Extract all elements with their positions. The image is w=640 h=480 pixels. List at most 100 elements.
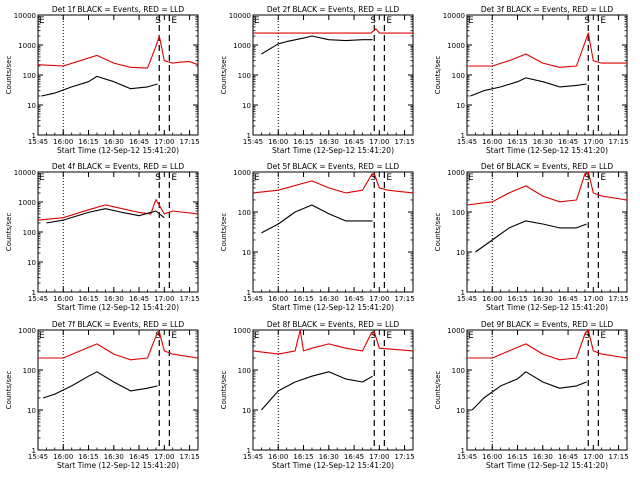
y-axis-label: Counts/sec bbox=[220, 213, 228, 252]
x-tick-label: 16:00 bbox=[53, 295, 73, 303]
y-tick-label: 100 bbox=[23, 367, 36, 375]
panel-title: Det 2f BLACK = Events, RED = LLD bbox=[267, 5, 400, 14]
y-tick-label: 10000 bbox=[229, 12, 251, 20]
y-tick-label: 100 bbox=[452, 72, 465, 80]
plot-frame bbox=[252, 171, 414, 293]
y-tick-label: 1 bbox=[247, 132, 251, 140]
y-tick-label: 100 bbox=[238, 72, 251, 80]
marker-e-right: E bbox=[386, 331, 392, 341]
x-tick-label: 16:15 bbox=[293, 138, 313, 146]
marker-s: S bbox=[584, 16, 590, 26]
y-axis-label: Counts/sec bbox=[5, 56, 13, 95]
y-tick-label: 1 bbox=[247, 447, 251, 455]
y-tick-label: 100 bbox=[23, 72, 36, 80]
y-tick-label: 10 bbox=[27, 102, 36, 110]
y-tick-label: 100 bbox=[238, 367, 251, 375]
marker-s: S bbox=[584, 331, 590, 341]
x-axis-label: Start Time (12-Sep-12 15:41:20) bbox=[272, 461, 394, 470]
series-lld-line bbox=[252, 329, 414, 355]
panel-title: Det 5f BLACK = Events, RED = LLD bbox=[267, 162, 400, 171]
x-tick-label: 16:30 bbox=[533, 453, 553, 461]
x-tick-label: 16:15 bbox=[293, 295, 313, 303]
y-tick-label: 10 bbox=[242, 407, 251, 415]
x-axis-label: Start Time (12-Sep-12 15:41:20) bbox=[57, 146, 179, 155]
x-tick-label: 16:15 bbox=[507, 453, 527, 461]
panel-title: Det 8f BLACK = Events, RED = LLD bbox=[267, 320, 400, 329]
y-axis-label: Counts/sec bbox=[220, 371, 228, 410]
series-events-line bbox=[261, 204, 373, 234]
x-tick-label: 17:00 bbox=[369, 453, 389, 461]
marker-s: S bbox=[155, 16, 161, 26]
panel-2: Det 2f BLACK = Events, RED = LLD 1 10 100 10… bbox=[220, 5, 415, 155]
panel-title: Det 9f BLACK = Events, RED = LLD bbox=[481, 320, 614, 329]
series-lld-line bbox=[38, 331, 199, 361]
x-tick-label: 16:00 bbox=[53, 453, 73, 461]
y-tick-label: 1 bbox=[461, 447, 465, 455]
y-tick-label: 1 bbox=[247, 289, 251, 297]
panel-title: Det 6f BLACK = Events, RED = LLD bbox=[481, 162, 614, 171]
y-tick-label: 1000 bbox=[18, 199, 36, 207]
x-tick-label: 17:15 bbox=[608, 138, 628, 146]
x-tick-label: 16:30 bbox=[319, 295, 339, 303]
y-tick-label: 100 bbox=[452, 209, 465, 217]
series-events-line bbox=[475, 220, 587, 253]
panel-8: Det 8f BLACK = Events, RED = LLD 1 10 100 10… bbox=[220, 320, 415, 470]
marker-e-right: E bbox=[600, 173, 606, 183]
y-axis-label: Counts/sec bbox=[5, 213, 13, 252]
x-tick-label: 16:30 bbox=[319, 453, 339, 461]
marker-s: S bbox=[370, 16, 376, 26]
y-tick-label: 10 bbox=[456, 249, 465, 257]
x-tick-label: 17:00 bbox=[154, 453, 174, 461]
marker-e-left: E bbox=[254, 173, 260, 183]
marker-e-left: E bbox=[468, 331, 474, 341]
panel-title: Det 7f BLACK = Events, RED = LLD bbox=[52, 320, 185, 329]
x-tick-label: 16:30 bbox=[533, 138, 553, 146]
x-axis-label: Start Time (12-Sep-12 15:41:20) bbox=[57, 303, 179, 312]
y-tick-label: 10000 bbox=[14, 12, 36, 20]
y-tick-label: 1000 bbox=[233, 42, 251, 50]
x-axis-label: Start Time (12-Sep-12 15:41:20) bbox=[272, 146, 394, 155]
marker-e-left: E bbox=[39, 16, 45, 26]
x-tick-label: 16:30 bbox=[104, 138, 124, 146]
y-tick-label: 10 bbox=[27, 259, 36, 267]
marker-e-right: E bbox=[171, 173, 177, 183]
x-tick-label: 16:00 bbox=[268, 138, 288, 146]
plot-frame bbox=[37, 14, 199, 136]
y-tick-label: 1 bbox=[461, 289, 465, 297]
x-tick-label: 17:15 bbox=[394, 295, 414, 303]
x-tick-label: 17:15 bbox=[608, 453, 628, 461]
plot-frame bbox=[252, 329, 414, 451]
x-tick-label: 16:15 bbox=[507, 138, 527, 146]
x-tick-label: 16:45 bbox=[558, 453, 578, 461]
x-tick-label: 16:00 bbox=[268, 295, 288, 303]
x-tick-label: 17:00 bbox=[583, 453, 603, 461]
x-tick-label: 16:30 bbox=[104, 453, 124, 461]
y-tick-label: 100 bbox=[23, 229, 36, 237]
y-tick-label: 1000 bbox=[447, 169, 465, 177]
y-tick-label: 1 bbox=[461, 132, 465, 140]
marker-e-left: E bbox=[468, 173, 474, 183]
series-lld-line bbox=[252, 173, 414, 194]
x-tick-label: 16:15 bbox=[507, 295, 527, 303]
x-axis-label: Start Time (12-Sep-12 15:41:20) bbox=[57, 461, 179, 470]
x-tick-label: 16:15 bbox=[78, 138, 98, 146]
panel-1: Det 1f BLACK = Events, RED = LLD 1 10 100 10… bbox=[5, 5, 200, 155]
plot-frame bbox=[466, 329, 628, 451]
x-tick-label: 16:45 bbox=[558, 138, 578, 146]
panel-3: Det 3f BLACK = Events, RED = LLD 1 10 100 10… bbox=[434, 5, 629, 155]
y-axis-label: Counts/sec bbox=[434, 371, 442, 410]
series-lld-line bbox=[253, 28, 413, 34]
x-tick-label: 16:30 bbox=[319, 138, 339, 146]
marker-s: S bbox=[584, 173, 590, 183]
marker-e-right: E bbox=[600, 16, 606, 26]
y-tick-label: 10 bbox=[242, 249, 251, 257]
marker-e-left: E bbox=[39, 331, 45, 341]
y-tick-label: 1000 bbox=[18, 327, 36, 335]
x-tick-label: 17:15 bbox=[179, 138, 199, 146]
x-tick-label: 16:30 bbox=[533, 295, 553, 303]
x-tick-label: 16:00 bbox=[482, 138, 502, 146]
y-tick-label: 1000 bbox=[18, 42, 36, 50]
series-lld-line bbox=[467, 329, 628, 361]
x-tick-label: 15:45 bbox=[28, 138, 48, 146]
